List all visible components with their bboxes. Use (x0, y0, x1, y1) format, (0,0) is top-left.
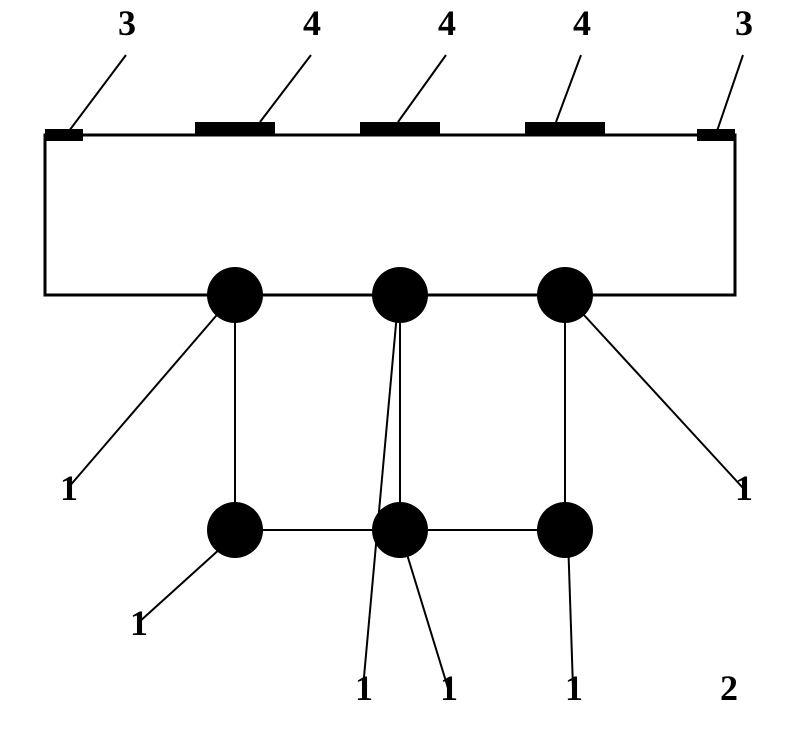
node-circle (207, 502, 263, 558)
callout-label: 1 (60, 468, 78, 508)
callout-label: 3 (735, 3, 753, 43)
callout-label: 1 (355, 668, 373, 708)
tab-4 (525, 122, 605, 136)
node-circle (372, 267, 428, 323)
node-circle (537, 267, 593, 323)
callout-label: 2 (720, 668, 738, 708)
callout-label: 4 (438, 3, 456, 43)
node-circle (207, 267, 263, 323)
tab-4 (195, 122, 275, 136)
tab-4 (360, 122, 440, 136)
callout-label: 1 (130, 603, 148, 643)
callout-label: 4 (573, 3, 591, 43)
callout-label: 3 (118, 3, 136, 43)
callout-label: 1 (735, 468, 753, 508)
callout-label: 1 (565, 668, 583, 708)
callout-label: 4 (303, 3, 321, 43)
node-circle (372, 502, 428, 558)
tab-3 (45, 129, 83, 141)
tab-3 (697, 129, 735, 141)
node-circle (537, 502, 593, 558)
technical-diagram: 3 4 4 4 3 1 1 1 1 1 1 2 (0, 0, 800, 738)
callout-label: 1 (440, 668, 458, 708)
